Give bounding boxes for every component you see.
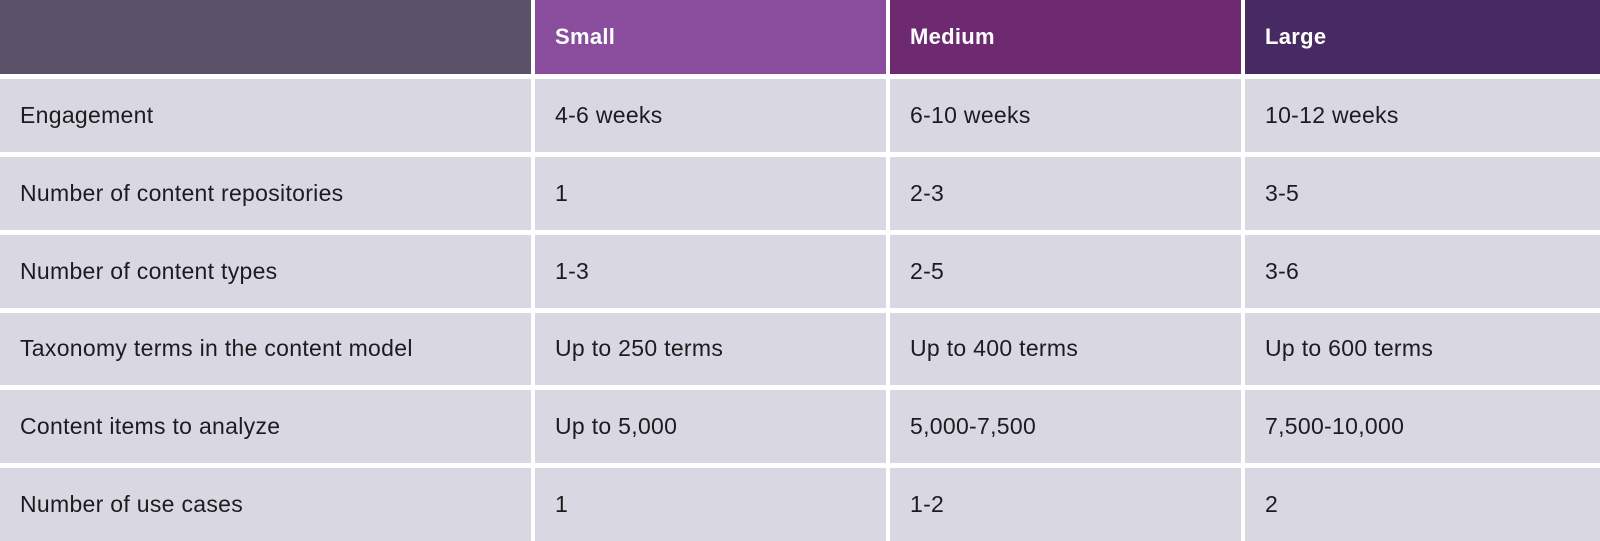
cell-taxonomy-small: Up to 250 terms [535, 312, 886, 386]
cell-content-items-medium: 5,000-7,500 [890, 390, 1241, 464]
cell-taxonomy-medium: Up to 400 terms [890, 312, 1241, 386]
cell-use-cases-large: 2 [1245, 468, 1600, 541]
cell-engagement-small: 4-6 weeks [535, 79, 886, 152]
cell-content-types-small: 1-3 [535, 234, 886, 308]
row-label-content-types: Number of content types [0, 234, 531, 308]
column-header-small-label: Small [555, 24, 616, 49]
cell-use-cases-medium: 1-2 [890, 468, 1241, 541]
cell-engagement-medium: 6-10 weeks [890, 79, 1241, 152]
cell-repositories-medium: 2-3 [890, 156, 1241, 230]
row-label-engagement: Engagement [0, 79, 531, 152]
cell-taxonomy-large: Up to 600 terms [1245, 312, 1600, 386]
column-header-small: Small [535, 0, 886, 74]
cell-use-cases-small: 1 [535, 468, 886, 541]
cell-content-types-medium: 2-5 [890, 234, 1241, 308]
cell-content-items-small: Up to 5,000 [535, 390, 886, 464]
column-header-large-label: Large [1265, 24, 1327, 49]
row-label-use-cases: Number of use cases [0, 468, 531, 541]
row-label-content-items: Content items to analyze [0, 390, 531, 464]
cell-content-types-large: 3-6 [1245, 234, 1600, 308]
cell-engagement-large: 10-12 weeks [1245, 79, 1600, 152]
cell-repositories-large: 3-5 [1245, 156, 1600, 230]
cell-repositories-small: 1 [535, 156, 886, 230]
row-label-content-repositories: Number of content repositories [0, 156, 531, 230]
column-header-medium: Medium [890, 0, 1241, 74]
row-label-taxonomy-terms: Taxonomy terms in the content model [0, 312, 531, 386]
cell-content-items-large: 7,500-10,000 [1245, 390, 1600, 464]
column-header-medium-label: Medium [910, 24, 995, 49]
header-corner-cell [0, 0, 531, 74]
column-header-large: Large [1245, 0, 1600, 74]
